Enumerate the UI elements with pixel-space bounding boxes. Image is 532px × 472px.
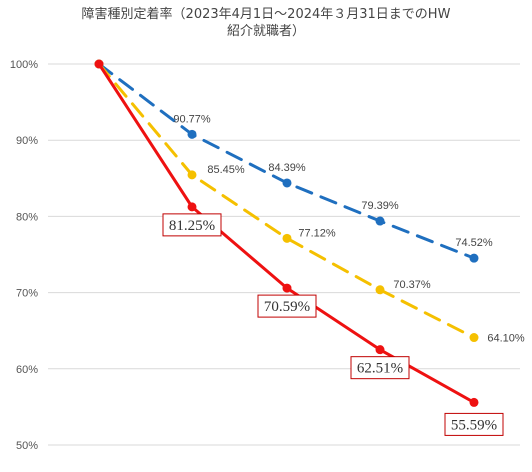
data-point xyxy=(469,253,479,263)
data-point xyxy=(375,216,385,226)
y-tick-label: 90% xyxy=(16,135,38,147)
data-label: 74.52% xyxy=(455,237,493,249)
y-tick-label: 50% xyxy=(16,440,38,452)
data-label: 64.10% xyxy=(487,333,525,345)
data-label-box xyxy=(444,412,504,436)
y-tick-label: 100% xyxy=(10,59,38,71)
data-point xyxy=(469,333,479,343)
data-label: 81.25% xyxy=(169,218,215,234)
data-label: 77.12% xyxy=(298,227,336,239)
data-point xyxy=(187,202,197,212)
data-point xyxy=(375,285,385,295)
data-label: 84.39% xyxy=(268,162,306,174)
y-tick-label: 70% xyxy=(16,288,38,300)
data-label: 62.51% xyxy=(357,361,403,377)
chart-title-line-1: 障害種別定着率（2023年4月1日～2024年３月31日までのHW xyxy=(81,7,451,22)
data-point xyxy=(94,59,104,69)
y-tick-label: 80% xyxy=(16,211,38,223)
data-point xyxy=(375,345,385,355)
data-label-box xyxy=(350,356,410,380)
data-label: 85.45% xyxy=(207,164,245,176)
data-point xyxy=(282,283,292,293)
data-label-box xyxy=(257,294,317,318)
data-point xyxy=(469,397,479,407)
data-label-box xyxy=(162,213,222,237)
data-point xyxy=(187,170,197,180)
chart-title: 障害種別定着率（2023年4月1日～2024年３月31日までのHW 紹介就職者） xyxy=(0,6,532,40)
data-label: 70.37% xyxy=(393,279,431,291)
data-label: 90.77% xyxy=(173,113,211,125)
data-point xyxy=(187,129,197,139)
y-tick-label: 60% xyxy=(16,364,38,376)
chart-title-line-2: 紹介就職者） xyxy=(226,24,305,39)
data-point xyxy=(282,178,292,188)
data-label: 55.59% xyxy=(451,417,497,433)
series-line-2 xyxy=(97,62,476,404)
data-label: 79.39% xyxy=(361,200,399,212)
data-label: 70.59% xyxy=(264,299,310,315)
data-point xyxy=(282,233,292,243)
